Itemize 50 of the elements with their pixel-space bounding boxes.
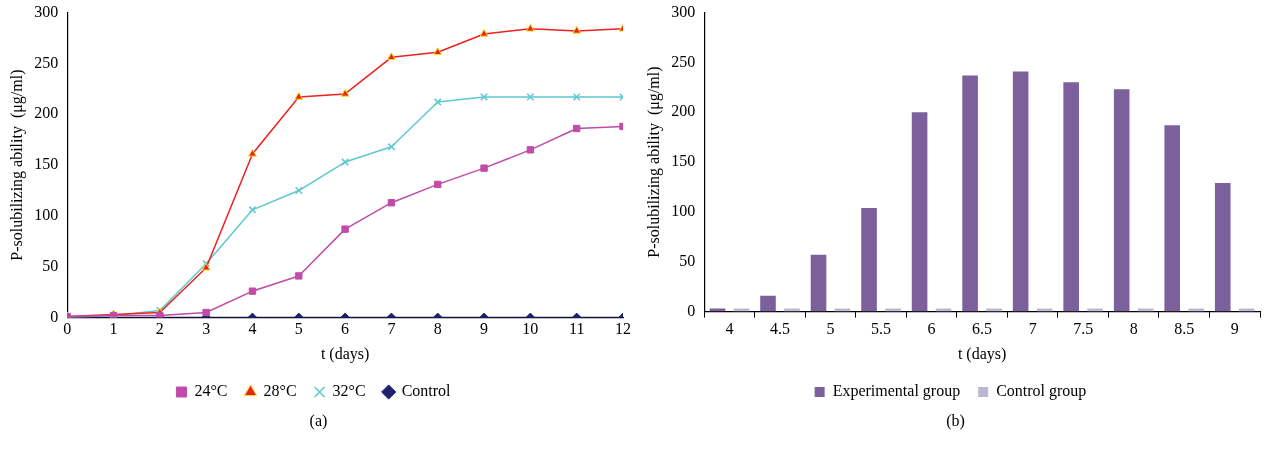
x-tick-label: 8.5 — [1174, 320, 1195, 338]
x-tick-label: 7 — [1028, 320, 1037, 338]
x-axis-title: t (days) — [320, 344, 370, 363]
x-tick-label: 8 — [1129, 320, 1138, 338]
x-tick-label: 3 — [202, 320, 211, 338]
y-tick-label: 100 — [34, 206, 59, 224]
legend-label: 24°C — [194, 382, 228, 400]
x-tick-label: 2 — [155, 320, 164, 338]
text: (a) — [308, 412, 329, 430]
legend-label: 32°C — [332, 382, 366, 400]
y-axis-title: P-solubilizing ability (μg/ml) — [644, 66, 663, 258]
y-tick-label: 150 — [34, 155, 59, 173]
x-tick-label: 5 — [294, 320, 303, 338]
x-tick-label: 4 — [725, 320, 734, 338]
x-tick-label: 9 — [1230, 320, 1239, 338]
x-tick-label: 0 — [63, 320, 72, 338]
x-axis-title: t (days) — [957, 344, 1007, 363]
x-tick-label: 7 — [387, 320, 396, 338]
y-tick-label: 0 — [687, 301, 696, 319]
y-tick-label: 250 — [671, 52, 696, 70]
x-tick-label: 7.5 — [1073, 320, 1094, 338]
legend-label: 28°C — [263, 382, 297, 400]
x-tick-label: 1 — [109, 320, 118, 338]
x-tick-label: 4.5 — [769, 320, 790, 338]
x-tick-label: 8 — [433, 320, 442, 338]
y-tick-label: 100 — [671, 202, 696, 220]
legend-label: Control group — [996, 382, 1087, 401]
x-tick-label: 5 — [826, 320, 835, 338]
x-tick-label: 10 — [522, 320, 539, 338]
y-tick-label: 200 — [671, 102, 696, 120]
x-tick-label: 5.5 — [871, 320, 892, 338]
y-tick-label: 50 — [679, 251, 696, 269]
y-tick-label: 300 — [671, 2, 696, 20]
x-tick-label: 9 — [480, 320, 489, 338]
y-tick-label: 200 — [34, 104, 59, 122]
legend-label: Control — [401, 382, 452, 400]
text: (b) — [945, 412, 966, 430]
x-tick-label: 12 — [615, 320, 631, 338]
y-tick-label: 50 — [42, 256, 59, 274]
y-tick-label: 250 — [34, 53, 59, 71]
y-tick-label: 300 — [34, 2, 59, 20]
x-tick-label: 6 — [927, 320, 936, 338]
y-axis-title: P-solubilizing ability (μg/ml) — [7, 69, 26, 261]
legend-label: Experimental group — [832, 382, 961, 401]
x-tick-label: 6.5 — [972, 320, 993, 338]
x-tick-label: 6 — [341, 320, 350, 338]
y-tick-label: 0 — [50, 307, 59, 325]
x-tick-label: 4 — [248, 320, 257, 338]
y-tick-label: 150 — [671, 152, 696, 170]
x-tick-label: 11 — [568, 320, 585, 338]
